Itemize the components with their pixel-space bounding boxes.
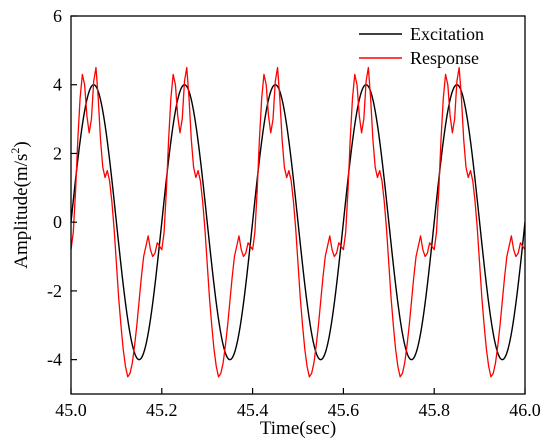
x-tick-label: 45.0 [55,400,87,420]
y-tick-label: -2 [47,281,62,301]
x-axis: 45.0 45.2 45.4 45.6 45.8 46.0 [55,388,541,420]
svg-text:Amplitude(m/s2): Amplitude(m/s2) [8,141,32,268]
y-axis: -4 -2 0 2 4 6 [47,6,77,370]
x-tick-label: 45.8 [418,400,450,420]
series-line-response [71,66,525,378]
x-axis-label: Time(sec) [260,418,336,439]
legend-label-excitation: Excitation [410,24,484,44]
y-axis-label-sup: 2 [8,148,22,154]
y-tick-label: 2 [53,143,62,163]
legend: Excitation Response [359,24,484,68]
x-tick-label: 45.4 [237,400,269,420]
y-tick-label: 6 [53,6,62,26]
x-tick-label: 46.0 [509,400,541,420]
y-axis-label: Amplitude(m/s2) [8,141,32,268]
plot-frame [70,15,526,395]
series-line-excitation [71,84,525,361]
y-axis-label-main: Amplitude(m/s [11,154,32,269]
y-tick-label: -4 [47,350,62,370]
series-layer [71,66,525,378]
y-axis-label-close: ) [11,141,32,147]
x-tick-label: 45.2 [146,400,178,420]
y-tick-label: 0 [53,212,62,232]
y-tick-label: 4 [53,75,62,95]
x-tick-label: 45.6 [328,400,360,420]
legend-label-response: Response [410,48,479,68]
